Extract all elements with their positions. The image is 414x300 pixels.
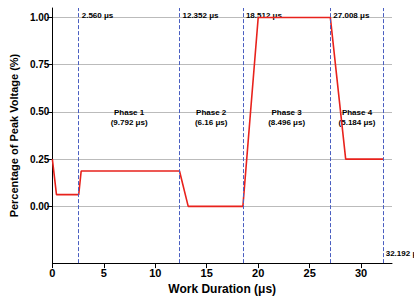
svg-text:Phase 2: Phase 2 [196, 108, 227, 117]
svg-text:Percentage of Peak Voltage (%): Percentage of Peak Voltage (%) [8, 53, 20, 217]
svg-text:(9.792 μs): (9.792 μs) [111, 118, 148, 127]
svg-text:0.00: 0.00 [30, 201, 50, 212]
svg-text:(8.496 μs): (8.496 μs) [268, 118, 305, 127]
svg-text:10: 10 [149, 267, 161, 279]
svg-text:Work Duration (μs): Work Duration (μs) [168, 282, 276, 296]
svg-text:Phase 1: Phase 1 [114, 108, 145, 117]
svg-text:2.560 μs: 2.560 μs [82, 11, 114, 20]
svg-text:Phase 3: Phase 3 [271, 108, 302, 117]
svg-text:(5.184 μs): (5.184 μs) [339, 118, 376, 127]
svg-text:25: 25 [304, 267, 316, 279]
svg-text:0.50: 0.50 [30, 106, 50, 117]
svg-text:0.75: 0.75 [30, 59, 50, 70]
svg-text:32.192 μs: 32.192 μs [386, 249, 414, 258]
svg-text:18.512 μs: 18.512 μs [245, 10, 282, 20]
svg-text:15: 15 [201, 267, 213, 279]
svg-text:1.00: 1.00 [30, 12, 50, 23]
svg-text:5: 5 [101, 267, 107, 279]
svg-text:30: 30 [355, 267, 367, 279]
svg-text:0.25: 0.25 [30, 154, 50, 165]
svg-text:12.352 μs: 12.352 μs [182, 11, 219, 20]
svg-text:27.008 μs: 27.008 μs [333, 11, 370, 20]
svg-text:(6.16 μs): (6.16 μs) [195, 118, 228, 127]
svg-text:0: 0 [49, 267, 55, 279]
svg-text:20: 20 [252, 267, 264, 279]
svg-text:Phase 4: Phase 4 [342, 108, 373, 117]
